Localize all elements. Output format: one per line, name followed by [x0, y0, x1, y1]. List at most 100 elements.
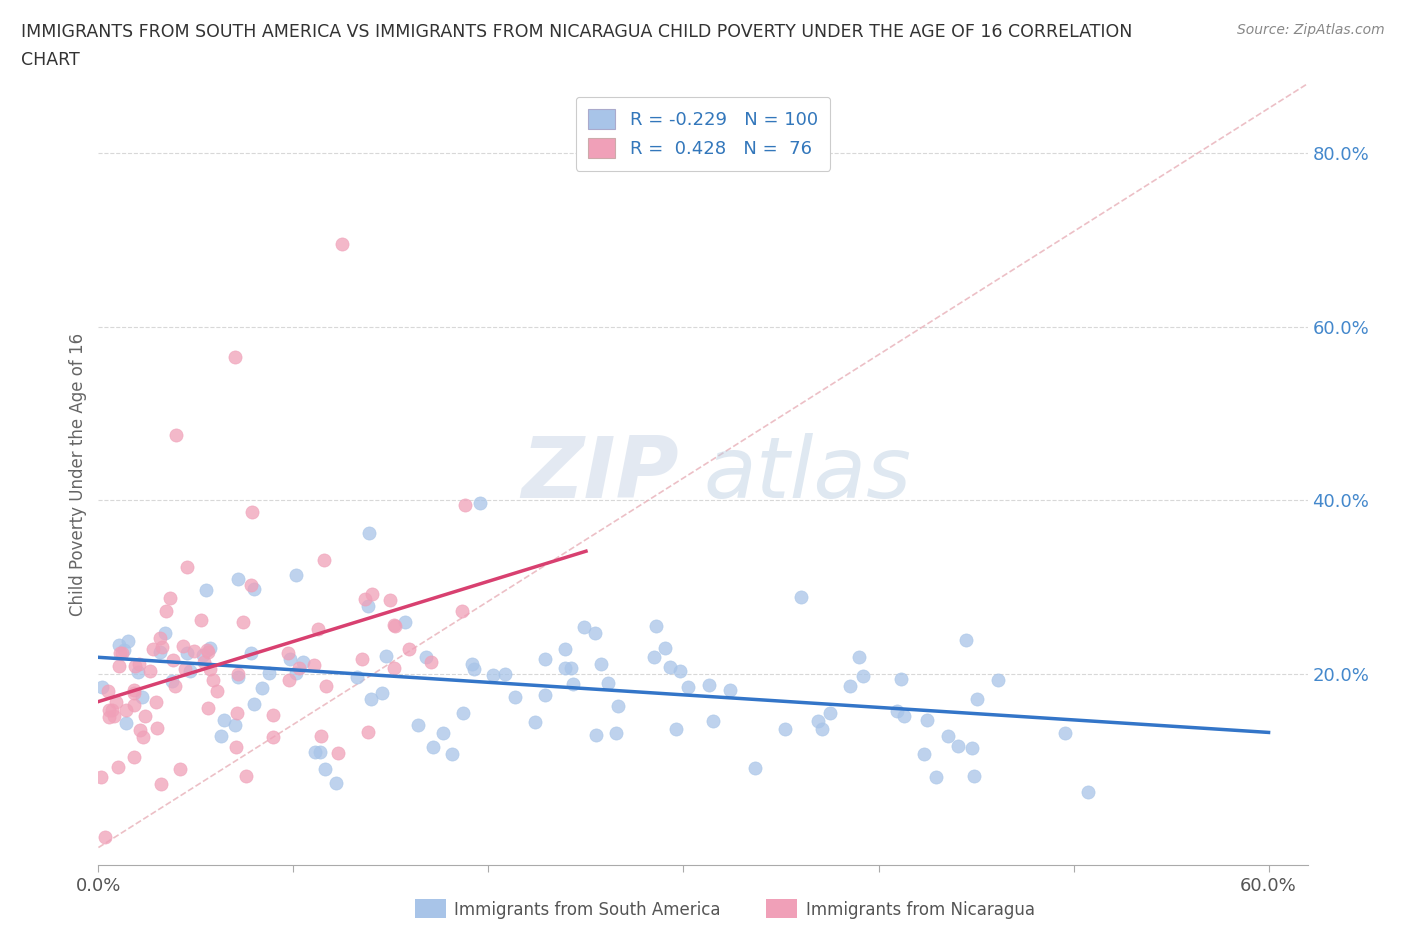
Point [893, 708, 915, 723]
Point [108, 658, 131, 673]
Point [936, 729, 959, 744]
Point [262, 707, 284, 722]
Point [277, 645, 299, 660]
Point [380, 592, 402, 607]
Point [382, 660, 405, 675]
Point [195, 582, 218, 597]
Point [360, 692, 382, 707]
Point [257, 666, 280, 681]
Point [235, 768, 257, 783]
Point [145, 694, 167, 709]
Point [644, 619, 666, 634]
Point [122, 686, 145, 701]
Point [912, 747, 935, 762]
Point [149, 645, 172, 660]
Point [122, 750, 145, 764]
Point [240, 504, 263, 519]
Point [197, 644, 219, 659]
Point [112, 643, 135, 658]
Point [97, 684, 120, 698]
Point [91, 680, 114, 695]
Point [654, 641, 676, 656]
Point [107, 760, 129, 775]
Point [554, 642, 576, 657]
Point [132, 730, 155, 745]
Point [775, 722, 797, 737]
Text: IMMIGRANTS FROM SOUTH AMERICA VS IMMIGRANTS FROM NICARAGUA CHILD POVERTY UNDER T: IMMIGRANTS FROM SOUTH AMERICA VS IMMIGRA… [21, 23, 1132, 41]
Point [205, 684, 228, 698]
Point [176, 645, 198, 660]
Point [451, 706, 474, 721]
Point [173, 662, 195, 677]
Point [360, 586, 382, 601]
Point [159, 591, 181, 605]
Point [699, 678, 721, 693]
Point [134, 709, 156, 724]
Point [470, 496, 492, 511]
Point [278, 672, 301, 687]
Point [807, 713, 830, 728]
Point [128, 657, 150, 671]
Point [115, 715, 138, 730]
Point [606, 698, 628, 713]
Point [198, 662, 221, 677]
Point [226, 667, 249, 682]
Point [820, 706, 842, 721]
Point [357, 599, 380, 614]
Point [534, 651, 557, 666]
Point [643, 649, 665, 664]
Point [394, 615, 416, 630]
Point [284, 666, 307, 681]
Point [583, 625, 606, 640]
Point [149, 631, 172, 645]
Point [702, 713, 724, 728]
Point [346, 670, 368, 684]
Point [415, 649, 437, 664]
Point [503, 689, 526, 704]
Point [398, 642, 420, 657]
Point [789, 590, 811, 604]
Point [183, 644, 205, 658]
Point [665, 722, 688, 737]
Text: ZIP: ZIP [522, 432, 679, 516]
Point [987, 672, 1010, 687]
Point [356, 724, 378, 739]
Point [105, 695, 128, 710]
Point [432, 725, 454, 740]
Point [90, 769, 112, 784]
Point [461, 657, 484, 671]
Point [169, 762, 191, 777]
Point [384, 619, 406, 634]
Point [224, 717, 246, 732]
Point [243, 582, 266, 597]
Point [574, 620, 596, 635]
Point [280, 652, 302, 667]
Point [139, 664, 162, 679]
Point [262, 730, 284, 745]
Y-axis label: Child Poverty Under the Age of 16: Child Poverty Under the Age of 16 [69, 333, 87, 616]
Point [103, 709, 125, 724]
Point [127, 665, 149, 680]
Text: Immigrants from South America: Immigrants from South America [454, 900, 721, 919]
Point [117, 633, 139, 648]
Point [160, 674, 183, 689]
Point [111, 645, 134, 660]
Point [232, 615, 254, 630]
Point [524, 714, 547, 729]
Point [193, 655, 215, 670]
Point [312, 553, 335, 568]
Point [494, 666, 516, 681]
Point [304, 745, 326, 760]
Point [190, 613, 212, 628]
Point [668, 664, 690, 679]
Point [966, 692, 988, 707]
Text: Immigrants from Nicaragua: Immigrants from Nicaragua [806, 900, 1035, 919]
Point [162, 652, 184, 667]
Point [422, 739, 444, 754]
Point [463, 661, 485, 676]
Point [131, 689, 153, 704]
Point [915, 712, 938, 727]
Point [145, 721, 167, 736]
Point [811, 722, 834, 737]
Point [124, 698, 146, 712]
